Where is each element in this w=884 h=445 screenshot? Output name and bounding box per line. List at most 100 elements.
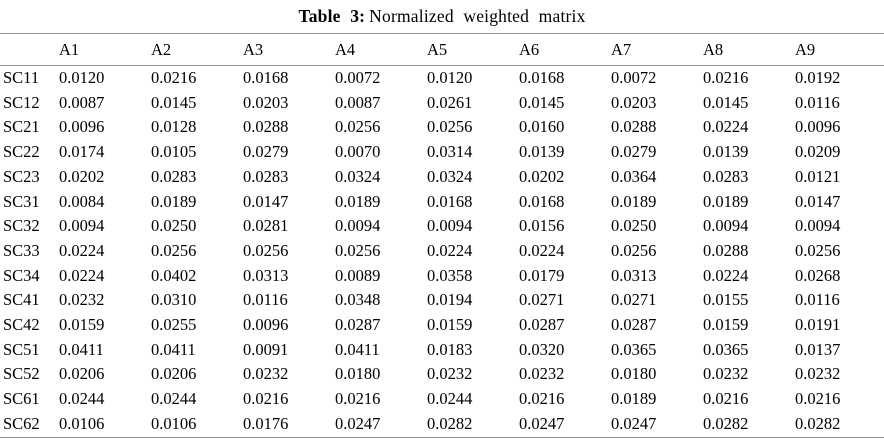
matrix-cell: 0.0159 [427, 315, 473, 335]
matrix-cell: 0.0189 [335, 191, 381, 211]
matrix-cell: 0.0283 [243, 166, 289, 186]
matrix-cell: 0.0072 [335, 68, 381, 87]
matrix-cell: 0.0364 [611, 166, 657, 186]
matrix-cell: 0.0116 [795, 290, 840, 310]
row-label: SC51 [3, 339, 40, 359]
row-label: SC52 [3, 364, 40, 384]
matrix-cell: 0.0232 [243, 364, 289, 384]
matrix-cell: 0.0313 [611, 265, 657, 285]
matrix-cell: 0.0411 [151, 339, 196, 359]
matrix-cell: 0.0192 [795, 68, 841, 87]
row-label: SC23 [3, 166, 40, 186]
table-row: SC51 0.0411 0.0411 0.0091 0.0411 0.0183 0.0320… [0, 338, 884, 363]
table-row: SC61 0.0244 0.0244 0.0216 0.0216 0.0244 0.0216… [0, 387, 884, 412]
matrix-cell: 0.0411 [335, 339, 380, 359]
matrix-cell: 0.0282 [703, 413, 749, 433]
matrix-cell: 0.0224 [703, 265, 749, 285]
matrix-cell: 0.0094 [335, 216, 381, 236]
matrix-cell: 0.0147 [243, 191, 289, 211]
matrix-cell: 0.0288 [611, 117, 657, 137]
matrix-cell: 0.0250 [151, 216, 197, 236]
matrix-cell: 0.0094 [703, 216, 749, 236]
table-caption: Table 3: Normalized weighted matrix [0, 0, 884, 27]
matrix-cell: 0.0180 [611, 364, 657, 384]
matrix-cell: 0.0096 [795, 117, 841, 137]
matrix-cell: 0.0287 [519, 315, 565, 335]
matrix-cell: 0.0224 [519, 240, 565, 260]
row-label: SC32 [3, 216, 40, 236]
table-row: SC31 0.0084 0.0189 0.0147 0.0189 0.0168 0.0168… [0, 190, 884, 215]
table-body: SC11 0.0120 0.0216 0.0168 0.0072 0.0120 0.0168… [0, 66, 884, 438]
matrix-cell: 0.0203 [243, 92, 289, 112]
matrix-cell: 0.0287 [335, 315, 381, 335]
matrix-cell: 0.0282 [795, 413, 841, 433]
column-header: A8 [703, 40, 724, 59]
matrix-cell: 0.0128 [151, 117, 197, 137]
matrix-cell: 0.0106 [151, 413, 197, 433]
table-row: SC52 0.0206 0.0206 0.0232 0.0180 0.0232 0.0232… [0, 362, 884, 387]
matrix-cell: 0.0206 [59, 364, 105, 384]
matrix-cell: 0.0281 [243, 216, 289, 236]
header-row: A1 A2 A3 A4 A5 A6 A7 A8 A9 [0, 33, 884, 66]
matrix-cell: 0.0183 [427, 339, 473, 359]
table-row: SC23 0.0202 0.0283 0.0283 0.0324 0.0324 0.0202… [0, 165, 884, 190]
matrix-cell: 0.0189 [611, 389, 657, 409]
column-header: A6 [519, 40, 540, 59]
table-caption-label: Table 3: [298, 6, 366, 26]
matrix-cell: 0.0091 [243, 339, 289, 359]
matrix-cell: 0.0314 [427, 142, 473, 162]
matrix-cell: 0.0189 [151, 191, 197, 211]
matrix-cell: 0.0282 [427, 413, 473, 433]
matrix-cell: 0.0216 [703, 389, 749, 409]
row-label: SC42 [3, 315, 40, 335]
matrix-cell: 0.0365 [611, 339, 657, 359]
matrix-cell: 0.0194 [427, 290, 473, 310]
row-label: SC22 [3, 142, 40, 162]
table-row: SC42 0.0159 0.0255 0.0096 0.0287 0.0159 0.0287… [0, 313, 884, 338]
matrix-cell: 0.0105 [151, 142, 197, 162]
matrix-cell: 0.0168 [243, 68, 289, 87]
matrix-cell: 0.0084 [59, 191, 105, 211]
row-label: SC61 [3, 389, 40, 409]
matrix-cell: 0.0256 [427, 117, 473, 137]
matrix-cell: 0.0180 [335, 364, 381, 384]
matrix-cell: 0.0232 [795, 364, 841, 384]
table-row: SC41 0.0232 0.0310 0.0116 0.0348 0.0194 0.0271… [0, 288, 884, 313]
matrix-cell: 0.0202 [59, 166, 105, 186]
matrix-cell: 0.0271 [611, 290, 657, 310]
matrix-cell: 0.0072 [611, 68, 657, 87]
matrix-cell: 0.0096 [59, 117, 105, 137]
corner-cell [0, 34, 56, 66]
matrix-cell: 0.0096 [243, 315, 289, 335]
matrix-cell: 0.0159 [59, 315, 105, 335]
matrix-cell: 0.0256 [151, 240, 197, 260]
matrix-cell: 0.0244 [59, 389, 105, 409]
matrix-cell: 0.0106 [59, 413, 105, 433]
matrix-cell: 0.0224 [59, 265, 105, 285]
column-header: A4 [335, 40, 356, 59]
column-header: A1 [59, 40, 80, 59]
table-row: SC32 0.0094 0.0250 0.0281 0.0094 0.0094 0.0156… [0, 214, 884, 239]
matrix-cell: 0.0160 [519, 117, 565, 137]
row-label: SC33 [3, 240, 40, 260]
matrix-cell: 0.0247 [519, 413, 565, 433]
row-label: SC62 [3, 413, 40, 433]
matrix-cell: 0.0203 [611, 92, 657, 112]
table-caption-title: Normalized weighted matrix [369, 6, 586, 26]
matrix-cell: 0.0247 [335, 413, 381, 433]
matrix-cell: 0.0244 [151, 389, 197, 409]
column-header: A2 [151, 40, 172, 59]
table-row: SC12 0.0087 0.0145 0.0203 0.0087 0.0261 0.0145… [0, 91, 884, 116]
table-row: SC34 0.0224 0.0402 0.0313 0.0089 0.0358 0.0179… [0, 264, 884, 289]
matrix-cell: 0.0287 [611, 315, 657, 335]
row-label: SC41 [3, 290, 40, 310]
matrix-cell: 0.0139 [703, 142, 749, 162]
matrix-cell: 0.0191 [795, 315, 841, 335]
matrix-cell: 0.0189 [703, 191, 749, 211]
matrix-cell: 0.0244 [427, 389, 473, 409]
matrix-cell: 0.0232 [703, 364, 749, 384]
matrix-cell: 0.0216 [703, 68, 749, 87]
matrix-cell: 0.0094 [795, 216, 841, 236]
matrix-cell: 0.0320 [519, 339, 565, 359]
matrix-cell: 0.0159 [703, 315, 749, 335]
